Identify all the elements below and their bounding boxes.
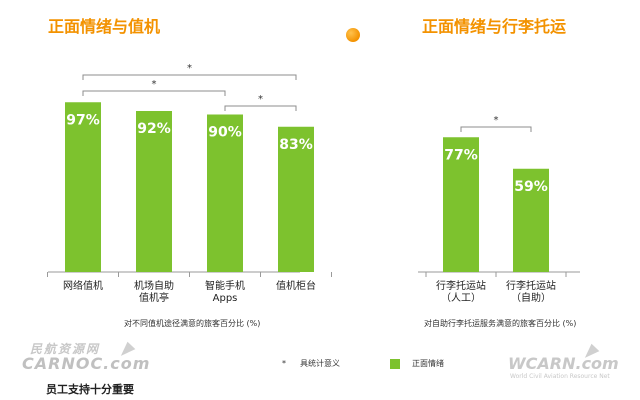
footer-caption: 员工支持十分重要 (46, 383, 134, 396)
legend-significance-label: 具统计意义 (300, 359, 340, 368)
significance-star: * (258, 94, 263, 105)
watermark-carnoc-cn: 民航资源网 (30, 342, 101, 356)
chart-title-baggage: 正面情绪与行李托运 (422, 17, 567, 36)
watermark-wcarn-sub: World Civil Aviation Resource Net (510, 373, 610, 380)
significance-bracket (82, 74, 297, 80)
bar (65, 102, 101, 272)
bar (278, 126, 314, 272)
category-label: 网络值机 (63, 279, 103, 292)
significance-bracket (460, 126, 532, 132)
bar-value-label: 77% (444, 147, 478, 163)
category-label: 智能手机 Apps (205, 279, 245, 304)
significance-star: * (152, 79, 157, 90)
category-label: 行李托运站（人工） (436, 279, 486, 304)
category-label: 机场自助值机亭 (134, 279, 174, 304)
significance-bracket (82, 90, 226, 96)
xaxis-caption-checkin: 对不同值机途径满意的旅客百分比 (%) (124, 319, 261, 328)
bar-value-label: 97% (66, 112, 100, 128)
significance-bracket (224, 105, 297, 111)
bar-value-label: 59% (514, 179, 548, 195)
significance-star: * (494, 115, 499, 126)
legend-swatch (390, 358, 400, 369)
legend-positive-label: 正面情绪 (412, 359, 444, 368)
legend-positive: 正面情绪 (390, 358, 444, 369)
watermark-carnoc: CARNOC.com (22, 354, 151, 373)
category-label: 行李托运站（自助） (506, 279, 556, 304)
bar (207, 114, 243, 272)
bar-value-label: 92% (137, 121, 171, 137)
significance-star: * (187, 63, 192, 74)
legend-significance: * 具统计意义 (282, 358, 340, 369)
bar (513, 168, 549, 272)
orange-dot-decoration (346, 28, 360, 42)
bar-value-label: 83% (279, 137, 313, 153)
chart-title-checkin: 正面情绪与值机 (48, 17, 161, 36)
xaxis-caption-baggage: 对自助行李托运服务满意的旅客百分比 (%) (424, 319, 577, 328)
bar-value-label: 90% (208, 125, 242, 141)
bar (136, 111, 172, 272)
category-label: 值机柜台 (276, 279, 316, 292)
bar (443, 137, 479, 272)
watermark-wcarn: WCARN.com (508, 354, 619, 373)
legend-star-marker: * (282, 359, 286, 368)
